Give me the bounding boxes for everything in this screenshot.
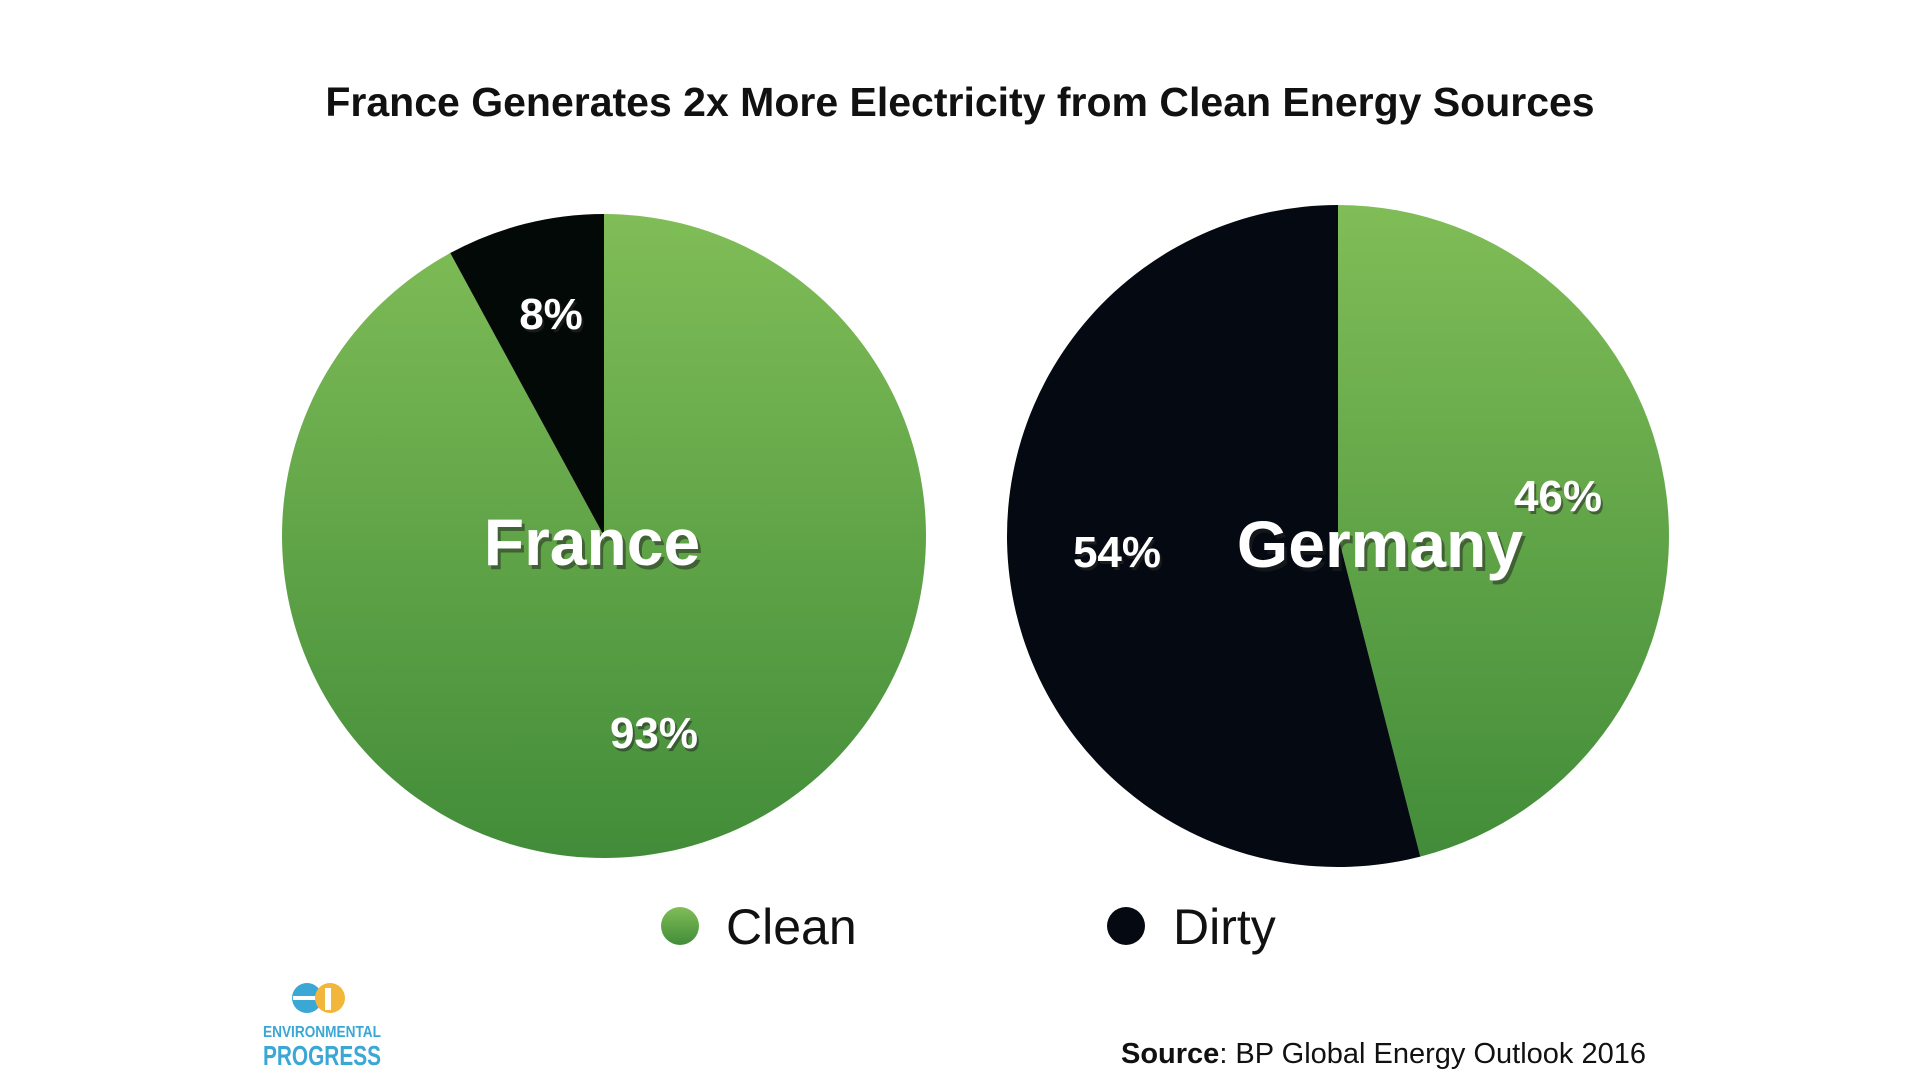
- legend-item-dirty: Dirty: [1107, 899, 1276, 955]
- logo-text-environmental: ENVIRONMENTAL: [263, 1024, 381, 1041]
- source-note: Source: BP Global Energy Outlook 2016: [1121, 1038, 1646, 1070]
- germany-slice-clean: [1338, 205, 1669, 857]
- germany-name-shadow: Germany: [1240, 511, 1526, 585]
- legend-label-clean: Clean: [726, 899, 857, 955]
- source-text: : BP Global Energy Outlook 2016: [1219, 1038, 1646, 1070]
- france-label-dirty-shadow: 8%: [521, 293, 585, 342]
- germany-label-clean-shadow: 46%: [1516, 475, 1604, 524]
- france-label-clean: 93%: [610, 709, 698, 758]
- germany-slice-dirty: [1007, 205, 1421, 867]
- france-label-clean-shadow: 93%: [612, 712, 700, 761]
- france-label-dirty: 8%: [519, 290, 583, 339]
- environmental-progress-logo: ENVIRONMENTAL PROGRESS: [263, 983, 381, 1071]
- germany-label-dirty: 54%: [1073, 528, 1161, 577]
- france-name-shadow: France: [487, 509, 703, 583]
- legend-label-dirty: Dirty: [1173, 899, 1276, 955]
- legend-swatch-dirty: [1107, 907, 1145, 945]
- legend: Clean Dirty: [661, 899, 1276, 955]
- ep-logo-icon: [292, 983, 345, 1013]
- france-name: France: [484, 505, 700, 579]
- logo-text-progress: PROGRESS: [263, 1040, 381, 1071]
- germany-label-dirty-shadow: 54%: [1075, 531, 1163, 580]
- germany-name: Germany: [1237, 507, 1523, 581]
- germany-label-clean: 46%: [1514, 472, 1602, 521]
- france-slice-dirty: [450, 214, 604, 536]
- chart-title: France Generates 2x More Electricity fro…: [325, 79, 1594, 125]
- source-label: Source: [1121, 1038, 1219, 1070]
- legend-swatch-clean: [661, 907, 699, 945]
- legend-item-clean: Clean: [661, 899, 857, 955]
